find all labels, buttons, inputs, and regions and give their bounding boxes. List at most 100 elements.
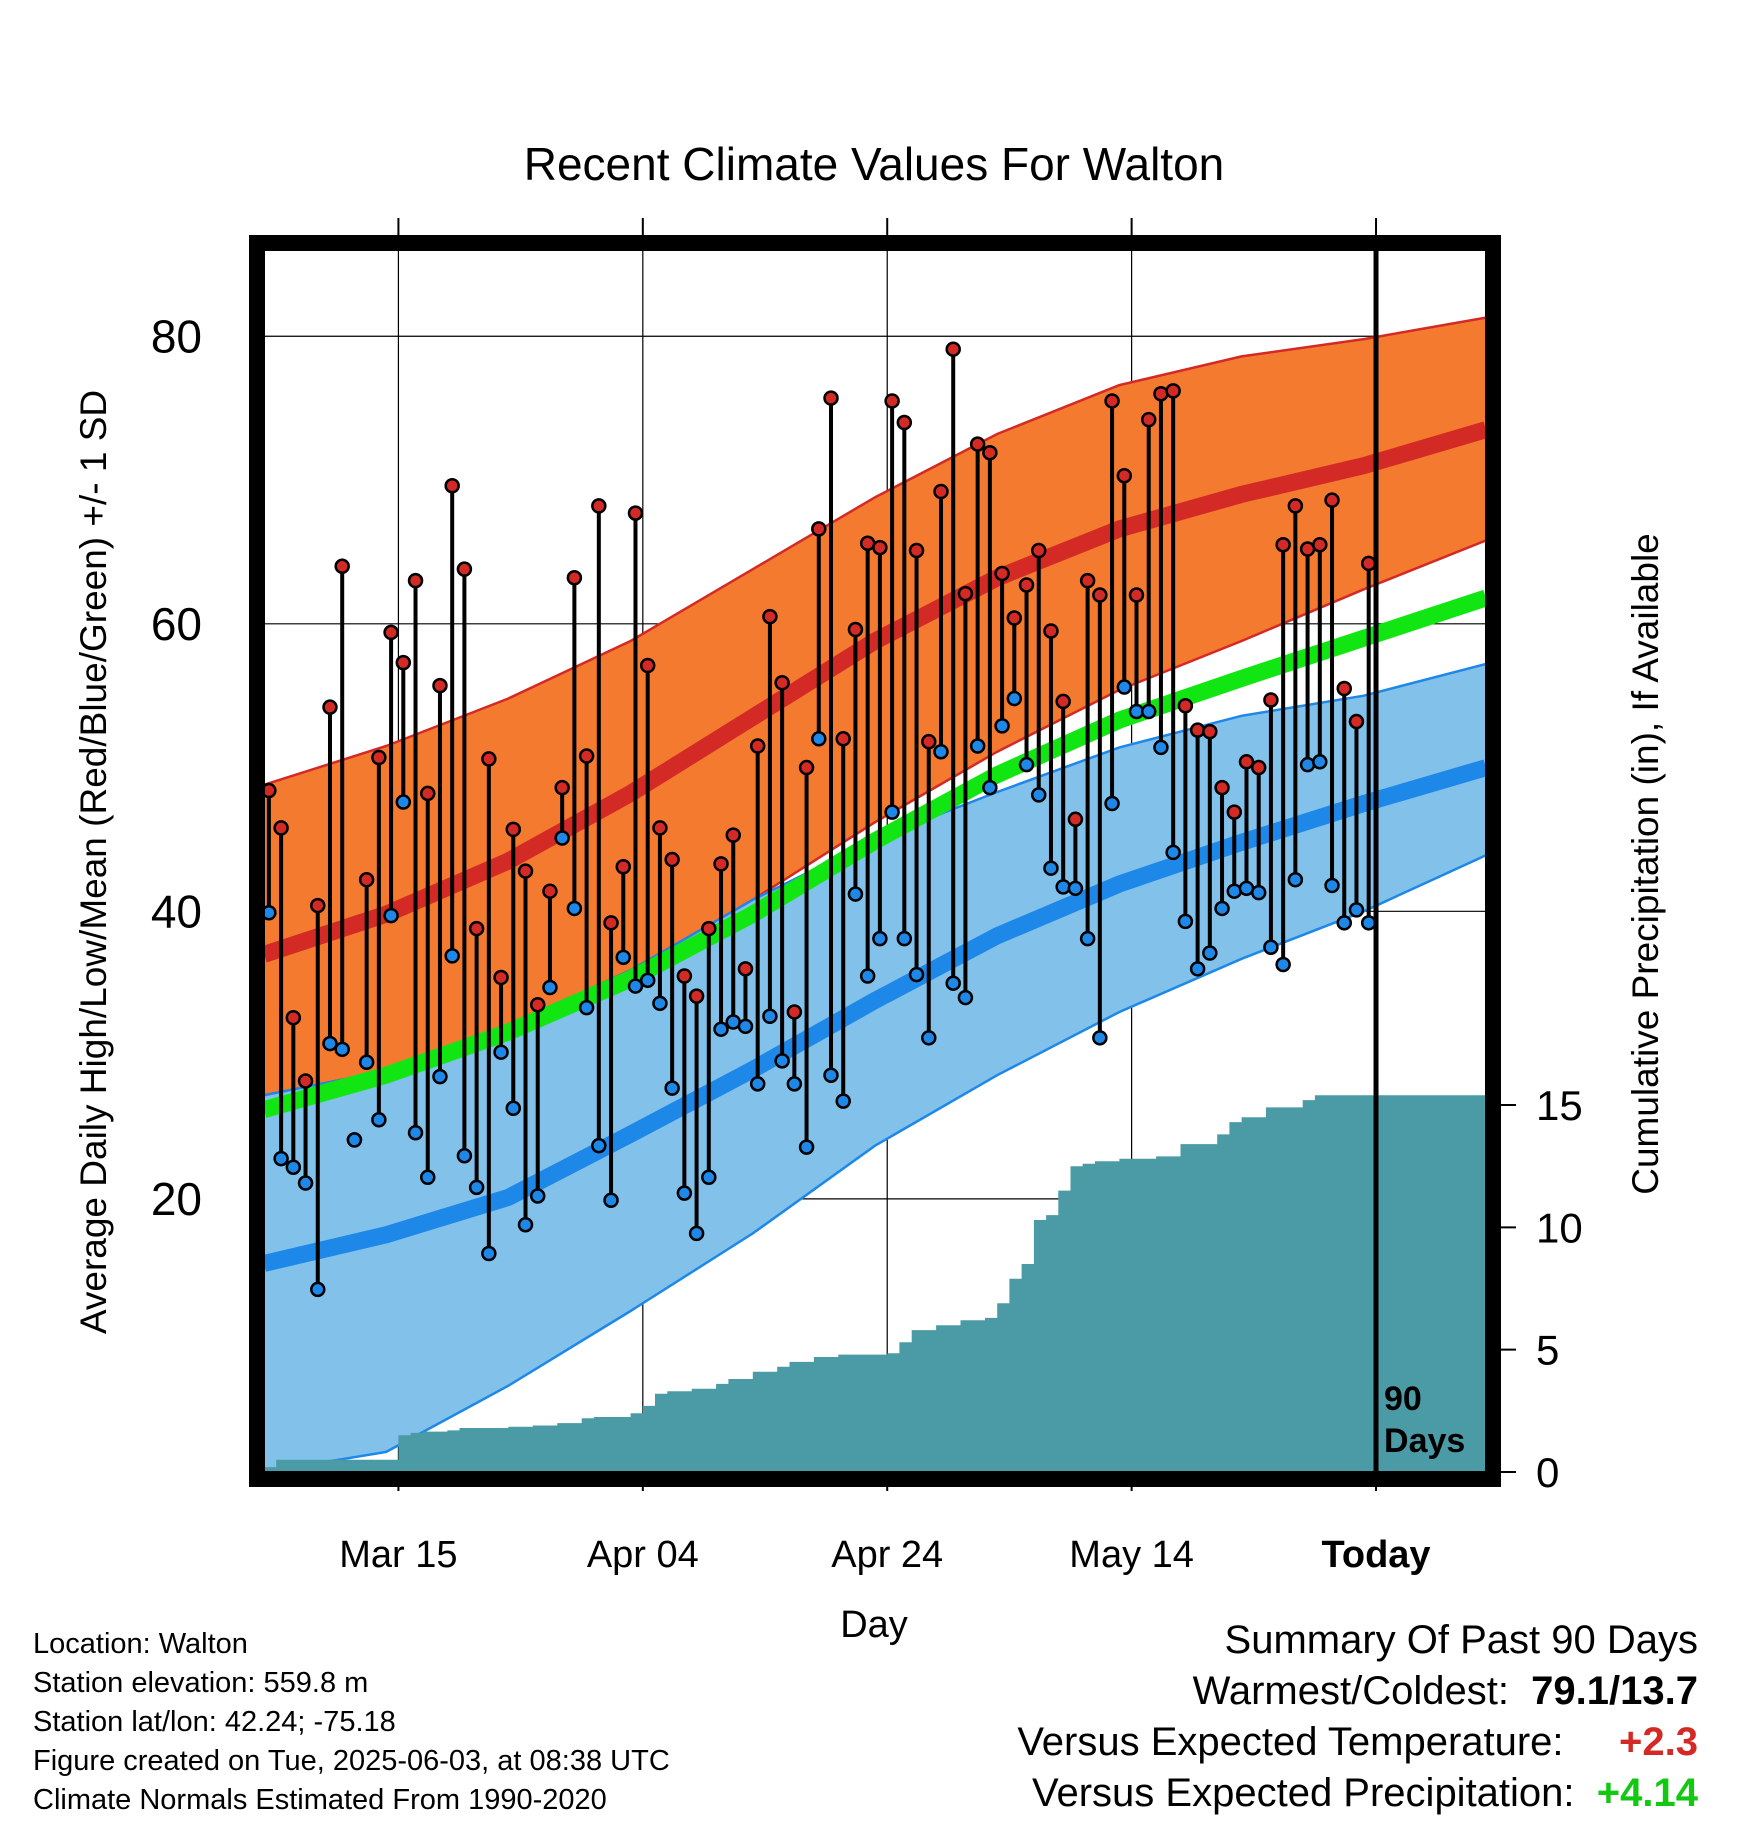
daily-high-point: [432, 677, 448, 694]
daily-low-point: [798, 1139, 815, 1155]
location-text: Location: Walton: [33, 1628, 248, 1660]
daily-high-point: [639, 657, 656, 674]
daily-high-point: [371, 749, 387, 766]
daily-high-point: [1092, 587, 1108, 603]
daily-high-point: [1287, 498, 1304, 514]
daily-low-point: [627, 978, 644, 994]
daily-low-point: [1263, 939, 1279, 956]
daily-high-point: [395, 654, 412, 671]
daily-high-point: [872, 539, 888, 556]
daily-high-point: [1104, 393, 1120, 409]
daily-low-point: [823, 1067, 839, 1083]
daily-low-point: [1226, 883, 1243, 899]
daily-low-point: [1299, 756, 1316, 773]
daily-high-point: [615, 859, 632, 875]
x-tick-label: Today: [1321, 1534, 1430, 1576]
daily-high-point: [969, 436, 986, 452]
daily-high-point: [1055, 693, 1071, 710]
daily-low-point: [297, 1175, 314, 1191]
daily-high-point: [798, 759, 815, 776]
y-tick-label: 20: [151, 1173, 202, 1225]
daily-high-point: [1177, 697, 1194, 714]
daily-high-point: [933, 483, 949, 500]
chart-title: Recent Climate Values For Walton: [524, 138, 1225, 190]
daily-low-point: [1177, 913, 1194, 930]
daily-low-point: [603, 1192, 619, 1209]
daily-low-point: [371, 1112, 387, 1128]
daily-high-point: [456, 561, 473, 577]
daily-low-point: [1153, 739, 1169, 756]
daily-low-point: [346, 1132, 363, 1148]
daily-low-point: [982, 779, 998, 796]
daily-low-point: [419, 1169, 436, 1186]
daily-high-point: [908, 542, 925, 559]
daily-low-point: [334, 1041, 350, 1058]
daily-low-point: [676, 1185, 693, 1201]
daily-high-point: [444, 478, 460, 494]
daily-high-point: [786, 1004, 803, 1020]
daily-high-point: [1043, 623, 1059, 639]
precip-label: Versus Expected Precipitation:: [1032, 1771, 1575, 1815]
daily-high-point: [1153, 386, 1169, 402]
y-tick-label: 60: [151, 598, 202, 650]
daily-high-point: [334, 558, 350, 575]
precip-tick-label: 10: [1536, 1204, 1583, 1251]
daily-low-point: [872, 930, 888, 947]
created-text: Figure created on Tue, 2025-06-03, at 08…: [33, 1745, 670, 1777]
y-tick-label: 40: [151, 885, 202, 937]
daily-low-point: [994, 718, 1010, 734]
daily-low-point: [933, 743, 949, 760]
x-tick-label: May 14: [1069, 1534, 1194, 1576]
precip-value: +4.14: [1596, 1771, 1698, 1815]
daily-low-point: [1006, 690, 1023, 707]
summary-panel: Summary Of Past 90 Days Warmest/Coldest:…: [1017, 1615, 1698, 1819]
daily-low-point: [554, 830, 570, 846]
daily-high-point: [310, 897, 326, 914]
daily-low-point: [322, 1035, 338, 1052]
daily-high-point: [921, 733, 937, 750]
daily-low-point: [481, 1245, 497, 1262]
daily-low-point: [701, 1169, 717, 1186]
daily-low-point: [615, 949, 632, 966]
daily-low-point: [1348, 902, 1365, 918]
daily-high-point: [529, 997, 546, 1013]
daily-low-point: [969, 738, 986, 754]
daily-high-point: [1263, 692, 1279, 708]
daily-low-point: [737, 1018, 754, 1035]
daily-low-point: [1312, 754, 1328, 770]
daily-high-point: [468, 920, 485, 937]
daily-high-point: [884, 393, 900, 409]
daily-high-point: [1360, 555, 1377, 572]
precip-tick-label: 5: [1536, 1327, 1559, 1374]
daily-low-point: [1214, 900, 1230, 917]
daily-high-point: [1336, 680, 1352, 697]
daily-low-point: [1360, 915, 1377, 931]
daily-low-point: [639, 972, 656, 989]
daily-high-point: [566, 570, 583, 586]
daily-high-point: [957, 585, 974, 602]
daily-low-point: [1079, 930, 1096, 947]
daily-low-point: [1189, 961, 1206, 977]
daily-high-point: [945, 341, 961, 357]
daily-low-point: [762, 1008, 778, 1025]
daily-high-point: [603, 915, 619, 931]
daily-high-point: [1348, 713, 1365, 730]
summary-row-precip: Versus Expected Precipitation: +4.14: [1017, 1768, 1698, 1819]
daily-low-point: [811, 731, 827, 747]
daily-low-point: [505, 1100, 522, 1117]
daily-high-point: [811, 521, 827, 537]
daily-high-point: [1189, 722, 1206, 738]
daily-high-point: [1018, 577, 1035, 593]
daily-high-point: [1275, 536, 1291, 553]
daily-high-point: [713, 856, 729, 872]
daily-low-point: [358, 1054, 375, 1071]
daily-low-point: [1140, 703, 1157, 720]
high-sd-upper-line: [264, 316, 1486, 786]
daily-low-point: [407, 1124, 424, 1141]
y-axis-label-left: Average Daily High/Low/Mean (Red/Blue/Gr…: [73, 390, 114, 1334]
daily-high-point: [823, 390, 839, 406]
daily-high-point: [994, 565, 1010, 582]
daily-high-point: [1067, 811, 1084, 828]
daily-low-point: [383, 907, 399, 924]
